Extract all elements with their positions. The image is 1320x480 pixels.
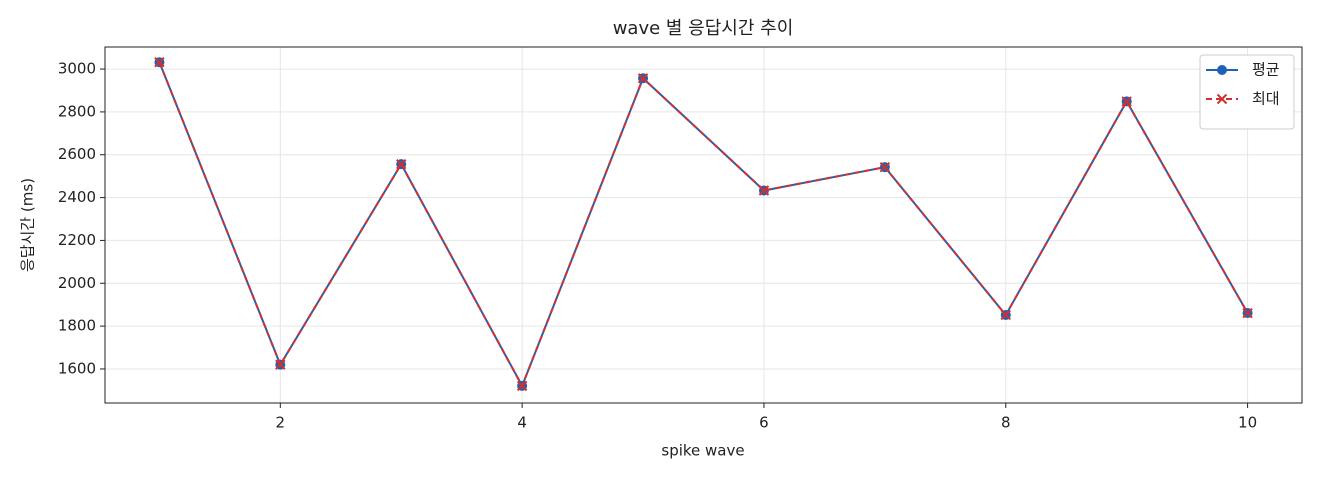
data-point <box>154 57 165 68</box>
data-point <box>758 185 770 196</box>
x-tick-label: 8 <box>1001 414 1011 432</box>
legend-box <box>1199 54 1295 130</box>
data-point <box>396 158 407 170</box>
y-tick-label: 2400 <box>58 188 96 206</box>
chart-title: wave 별 응답시간 추이 <box>613 18 794 39</box>
series-line <box>158 61 1249 389</box>
x-tick-label: 2 <box>276 414 286 432</box>
y-tick-label: 1800 <box>58 317 96 335</box>
y-axis-label: 응답시간 (ms) <box>19 178 37 272</box>
y-tick-label: 2800 <box>58 102 96 120</box>
x-tick-label: 4 <box>517 414 527 432</box>
data-point <box>275 359 286 370</box>
legend-marker <box>1216 93 1228 105</box>
data-point <box>1242 307 1253 319</box>
series-line <box>158 61 1249 389</box>
legend-label: 최대 <box>1252 90 1280 108</box>
x-tick-label: 10 <box>1238 414 1257 432</box>
x-tick-label: 6 <box>759 414 769 432</box>
data-point <box>516 380 528 392</box>
y-tick-label: 2200 <box>58 231 96 249</box>
data-point <box>879 161 891 173</box>
y-tick-label: 2000 <box>58 274 96 292</box>
plot-frame <box>104 46 1303 404</box>
data-point <box>637 73 649 84</box>
y-tick-label: 3000 <box>58 60 96 78</box>
legend-label: 평균 <box>1252 61 1280 79</box>
y-tick-label: 1600 <box>58 359 96 377</box>
data-point <box>1000 309 1011 321</box>
legend-marker <box>1217 65 1227 75</box>
y-tick-label: 2600 <box>58 145 96 163</box>
data-point <box>1121 96 1132 107</box>
x-axis-label: spike wave <box>661 442 744 460</box>
